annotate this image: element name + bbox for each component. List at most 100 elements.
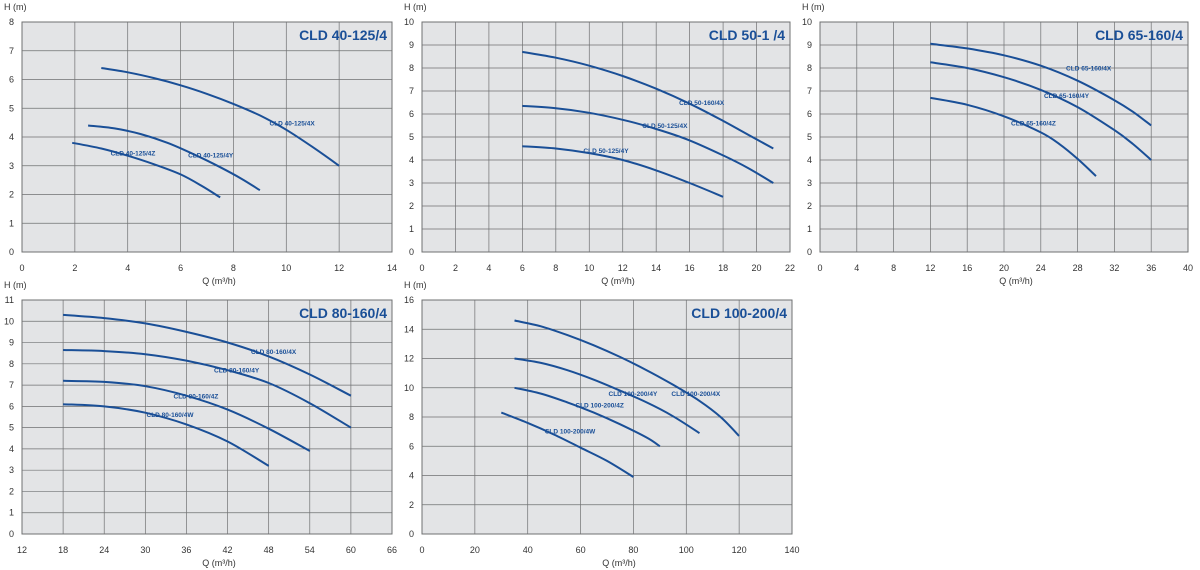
y-tick-label: 9 bbox=[9, 338, 14, 348]
y-tick-label: 0 bbox=[409, 247, 414, 257]
y-tick-label: 8 bbox=[409, 412, 414, 422]
y-axis-label: H (m) bbox=[4, 280, 27, 290]
x-tick-label: 8 bbox=[891, 263, 896, 273]
curve-line bbox=[522, 104, 774, 184]
curve-label: CLD 100-200/4Y bbox=[609, 391, 658, 398]
y-tick-label: 2 bbox=[9, 190, 14, 200]
y-tick-label: 3 bbox=[9, 161, 14, 171]
y-tick-label: 7 bbox=[409, 86, 414, 96]
x-tick-label: 40 bbox=[1183, 263, 1193, 273]
chart-title: CLD 40-125/4 bbox=[299, 27, 387, 43]
y-tick-label: 5 bbox=[409, 132, 414, 142]
x-tick-label: 18 bbox=[58, 545, 68, 555]
y-tick-label: 5 bbox=[9, 423, 14, 433]
x-tick-label: 0 bbox=[419, 545, 424, 555]
x-tick-label: 12 bbox=[17, 545, 27, 555]
curve-label: CLD 40-125/4Y bbox=[188, 153, 234, 160]
chart-title: CLD 50-1 /4 bbox=[709, 27, 785, 43]
x-tick-label: 0 bbox=[419, 263, 424, 273]
curve-label: CLD 100-200/4X bbox=[671, 391, 720, 398]
y-tick-label: 2 bbox=[9, 486, 14, 496]
x-tick-label: 10 bbox=[281, 263, 291, 273]
x-tick-label: 10 bbox=[584, 263, 594, 273]
x-tick-label: 20 bbox=[999, 263, 1009, 273]
curve-label: CLD 80-160/4Y bbox=[214, 368, 260, 375]
x-tick-label: 100 bbox=[679, 545, 694, 555]
y-axis-label: H (m) bbox=[802, 2, 825, 12]
curve-line bbox=[522, 145, 724, 198]
x-tick-label: 6 bbox=[520, 263, 525, 273]
x-tick-label: 48 bbox=[264, 545, 274, 555]
x-tick-label: 8 bbox=[231, 263, 236, 273]
x-tick-label: 28 bbox=[1073, 263, 1083, 273]
curve-label: CLD 100-200/4W bbox=[545, 428, 596, 435]
y-tick-label: 10 bbox=[404, 17, 414, 27]
y-tick-label: 9 bbox=[807, 40, 812, 50]
y-tick-label: 6 bbox=[409, 441, 414, 451]
y-tick-label: 11 bbox=[5, 295, 14, 305]
x-tick-label: 22 bbox=[785, 263, 795, 273]
y-tick-label: 7 bbox=[807, 86, 812, 96]
y-tick-label: 0 bbox=[807, 247, 812, 257]
curve-line bbox=[930, 42, 1152, 127]
x-tick-label: 0 bbox=[817, 263, 822, 273]
y-tick-label: 4 bbox=[9, 444, 14, 454]
curve-label: CLD 50-125/4Y bbox=[583, 148, 629, 155]
y-tick-label: 10 bbox=[4, 316, 14, 326]
y-tick-label: 12 bbox=[404, 354, 414, 364]
x-tick-label: 24 bbox=[1036, 263, 1046, 273]
x-tick-label: 0 bbox=[19, 263, 24, 273]
x-tick-label: 16 bbox=[685, 263, 695, 273]
y-tick-label: 2 bbox=[409, 500, 414, 510]
curve-label: CLD 80-160/4X bbox=[251, 349, 297, 356]
x-tick-label: 120 bbox=[732, 545, 747, 555]
x-tick-label: 140 bbox=[784, 545, 799, 555]
x-tick-label: 6 bbox=[178, 263, 183, 273]
x-tick-label: 12 bbox=[925, 263, 935, 273]
x-tick-label: 4 bbox=[486, 263, 491, 273]
y-tick-label: 3 bbox=[409, 178, 414, 188]
y-tick-label: 1 bbox=[9, 508, 14, 518]
y-tick-label: 1 bbox=[409, 224, 414, 234]
curve-line bbox=[63, 313, 352, 397]
x-tick-label: 60 bbox=[346, 545, 356, 555]
y-tick-label: 4 bbox=[9, 132, 14, 142]
y-tick-label: 14 bbox=[404, 324, 414, 334]
y-tick-label: 5 bbox=[9, 103, 14, 113]
curve-line bbox=[930, 96, 1097, 177]
curve-line bbox=[63, 349, 352, 429]
x-tick-label: 8 bbox=[553, 263, 558, 273]
x-tick-label: 12 bbox=[618, 263, 628, 273]
x-tick-label: 20 bbox=[470, 545, 480, 555]
y-tick-label: 3 bbox=[807, 178, 812, 188]
x-tick-label: 4 bbox=[854, 263, 859, 273]
curve-label: CLD 40-125/4Z bbox=[111, 150, 156, 157]
y-tick-label: 7 bbox=[9, 380, 14, 390]
curve-line bbox=[101, 67, 340, 167]
y-axis-label: H (m) bbox=[404, 280, 427, 290]
chart-panel-5: 0 20 40 60 80 100 120 140 0 2 4 6 8 10 12 14 16 H (m) Q (m… bbox=[404, 280, 800, 568]
curve-line bbox=[63, 379, 311, 452]
y-tick-label: 8 bbox=[9, 359, 14, 369]
y-axis-label: H (m) bbox=[4, 2, 27, 12]
y-tick-label: 0 bbox=[9, 247, 14, 257]
x-tick-label: 16 bbox=[962, 263, 972, 273]
y-tick-label: 8 bbox=[409, 63, 414, 73]
y-tick-label: 10 bbox=[802, 17, 812, 27]
y-tick-label: 4 bbox=[409, 471, 414, 481]
y-tick-label: 3 bbox=[9, 465, 14, 475]
x-tick-label: 14 bbox=[651, 263, 661, 273]
y-tick-label: 6 bbox=[807, 109, 812, 119]
curve-line bbox=[72, 141, 221, 199]
x-tick-label: 2 bbox=[453, 263, 458, 273]
curve-label: CLD 50-125/4X bbox=[642, 123, 688, 130]
curve-line bbox=[500, 411, 634, 478]
curve-line bbox=[514, 357, 701, 434]
y-tick-label: 9 bbox=[409, 40, 414, 50]
x-tick-label: 30 bbox=[140, 545, 150, 555]
y-tick-label: 6 bbox=[9, 401, 14, 411]
x-tick-label: 24 bbox=[99, 545, 109, 555]
